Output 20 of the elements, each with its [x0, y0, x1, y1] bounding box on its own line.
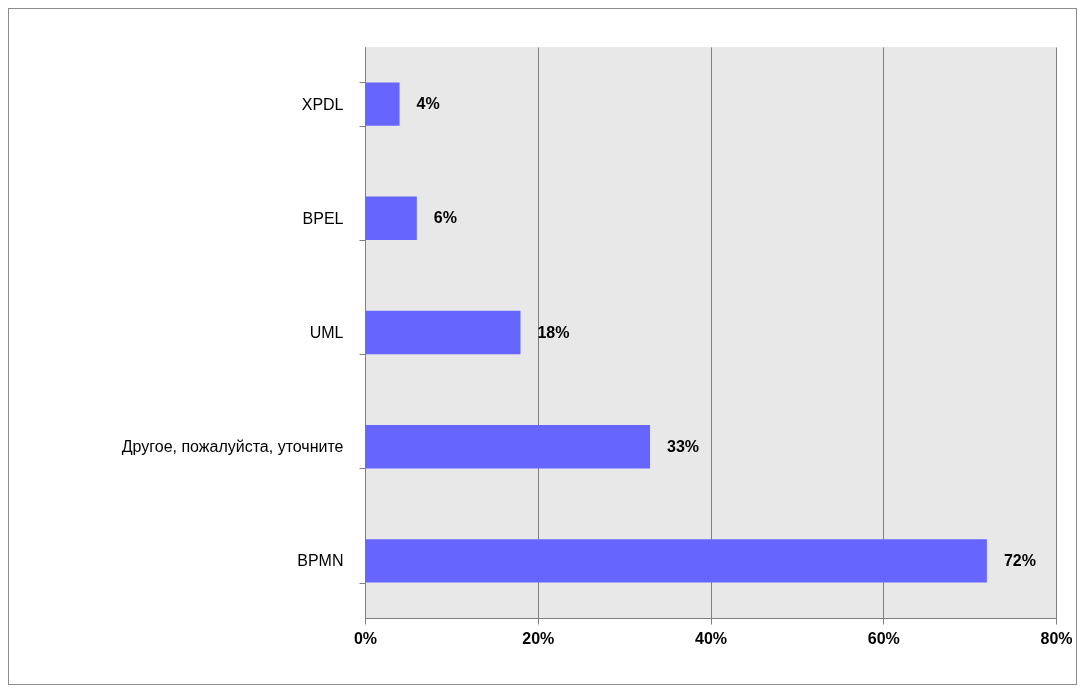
x-tick-label: 80% [1040, 629, 1073, 647]
y-tick-label: UML [309, 324, 344, 341]
x-tick-label: 60% [867, 629, 900, 647]
y-tick-label: Другое, пожалуйста, уточните [121, 438, 344, 456]
x-tick-label: 40% [694, 629, 728, 647]
data-label: 6% [433, 209, 457, 227]
bar [365, 539, 987, 583]
y-tick-label: XPDL [301, 95, 344, 113]
y-tick-label: BPMN [297, 552, 344, 570]
data-label: 72% [1003, 551, 1036, 569]
bar [365, 82, 400, 126]
bar [365, 196, 417, 240]
x-tick-label: 0% [353, 629, 378, 647]
bar [365, 425, 651, 469]
y-tick-label: BPEL [302, 209, 344, 227]
data-label: 18% [537, 323, 570, 341]
data-label: 33% [667, 437, 700, 455]
x-tick-label: 20% [522, 629, 555, 647]
data-label: 4% [416, 95, 440, 113]
bar [365, 310, 521, 355]
